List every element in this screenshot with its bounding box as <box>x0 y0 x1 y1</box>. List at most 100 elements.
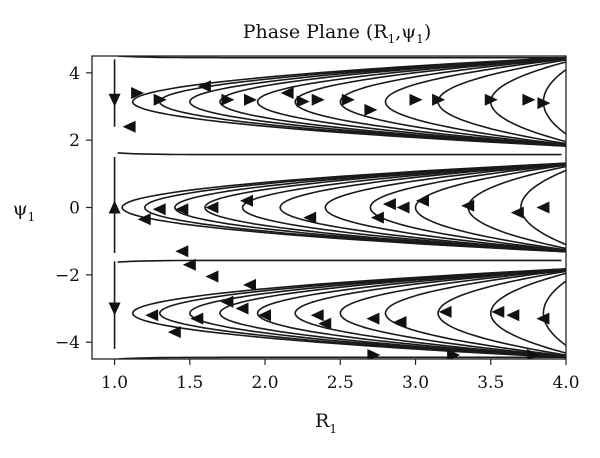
flow-arrow <box>537 97 551 110</box>
streamline <box>131 268 566 359</box>
y-tick-label: −2 <box>55 266 80 286</box>
flow-arrow <box>409 93 423 106</box>
streamline <box>294 57 566 147</box>
flow-arrow <box>205 270 219 283</box>
y-tick-label: 0 <box>69 199 80 219</box>
flow-arrow <box>258 309 271 322</box>
flow-arrow <box>221 93 235 106</box>
flow-arrow <box>382 198 396 211</box>
flow-arrow <box>367 349 381 359</box>
flow-arrow <box>145 309 159 322</box>
y-tick-label: 4 <box>69 64 80 84</box>
x-tick-label: 1.5 <box>176 373 203 393</box>
streamlines <box>113 56 566 359</box>
flow-arrow <box>122 120 136 133</box>
separatrix-line <box>117 259 562 263</box>
streamline <box>219 268 566 359</box>
streamline <box>158 268 566 359</box>
separatrix-line <box>117 356 562 359</box>
x-tick-label: 3.0 <box>402 373 429 393</box>
flow-arrow <box>438 305 452 318</box>
streamline <box>542 280 566 347</box>
streamline <box>384 58 566 146</box>
flow-arrow <box>447 349 461 359</box>
chart-title: Phase Plane (R1,ψ1) <box>243 21 431 46</box>
separatrix-line <box>117 152 562 156</box>
flow-arrow <box>182 258 196 271</box>
flow-arrow <box>393 316 407 328</box>
flow-arrow <box>318 317 332 330</box>
flow-arrow <box>510 206 524 219</box>
flow-arrow <box>175 245 189 258</box>
flow-arrow <box>370 211 384 224</box>
flow-arrow <box>366 312 380 325</box>
flow-arrow <box>205 201 219 214</box>
streamline <box>143 162 566 253</box>
flow-arrow <box>484 93 498 106</box>
x-tick-label: 4.0 <box>552 373 579 393</box>
streamline <box>256 268 566 358</box>
flow-arrow <box>522 93 536 106</box>
streamline <box>414 164 566 251</box>
flow-arrow <box>280 87 294 99</box>
flow-arrow <box>491 305 505 318</box>
streamline <box>294 268 566 358</box>
flow-arrow <box>131 87 145 99</box>
flow-arrow <box>108 93 121 107</box>
x-tick-label: 2.0 <box>252 373 279 393</box>
y-axis: −4 −2 0 2 4 <box>55 64 92 353</box>
flow-arrow <box>296 95 310 108</box>
streamline <box>219 56 566 147</box>
flow-arrow <box>243 278 256 291</box>
flow-arrow <box>526 349 540 359</box>
flow-arrow <box>175 203 189 216</box>
flow-arrow <box>461 199 475 212</box>
flow-arrow <box>536 312 550 325</box>
flow-arrow <box>364 103 378 116</box>
streamline <box>467 165 566 250</box>
flow-arrow <box>416 194 429 207</box>
plot-area <box>91 55 567 360</box>
flow-arrow <box>197 80 211 93</box>
streamline <box>339 269 566 358</box>
flow-arrow <box>244 93 257 106</box>
flow-arrow <box>167 326 181 339</box>
streamline <box>188 56 566 147</box>
flow-arrow <box>220 295 234 308</box>
flow-arrow <box>137 213 151 226</box>
x-tick-label: 3.5 <box>477 373 504 393</box>
flow-arrow <box>235 302 249 315</box>
streamline <box>131 56 566 147</box>
streamline <box>489 272 566 354</box>
flow-arrow <box>506 309 520 322</box>
flow-arrow <box>396 201 410 214</box>
flow-arrow <box>152 203 166 216</box>
streamline <box>173 162 566 253</box>
streamline <box>369 163 566 252</box>
streamline <box>256 57 566 147</box>
streamline <box>188 268 566 359</box>
y-tick-label: −4 <box>55 333 80 353</box>
y-axis-title: ψ1 <box>13 198 36 224</box>
flow-arrow <box>536 201 550 214</box>
streamline <box>520 169 566 246</box>
x-axis-title: R1 <box>315 410 337 436</box>
streamline <box>279 162 566 253</box>
separatrix-line <box>117 56 562 59</box>
flow-arrow <box>108 302 121 316</box>
x-axis: 1.0 1.5 2.0 2.5 3.0 3.5 4.0 <box>101 359 580 393</box>
streamline <box>241 162 566 253</box>
x-tick-label: 1.0 <box>101 373 128 393</box>
flow-arrow <box>240 194 253 207</box>
y-tick-label: 2 <box>69 131 80 151</box>
flow-arrow <box>190 312 204 325</box>
streamline <box>324 163 566 252</box>
flow-arrow <box>341 93 355 106</box>
flow-arrow <box>303 211 317 224</box>
flow-arrow <box>311 93 325 106</box>
flow-arrow <box>108 200 121 214</box>
streamline <box>204 162 566 253</box>
streamline <box>339 57 566 146</box>
streamline <box>384 269 566 357</box>
